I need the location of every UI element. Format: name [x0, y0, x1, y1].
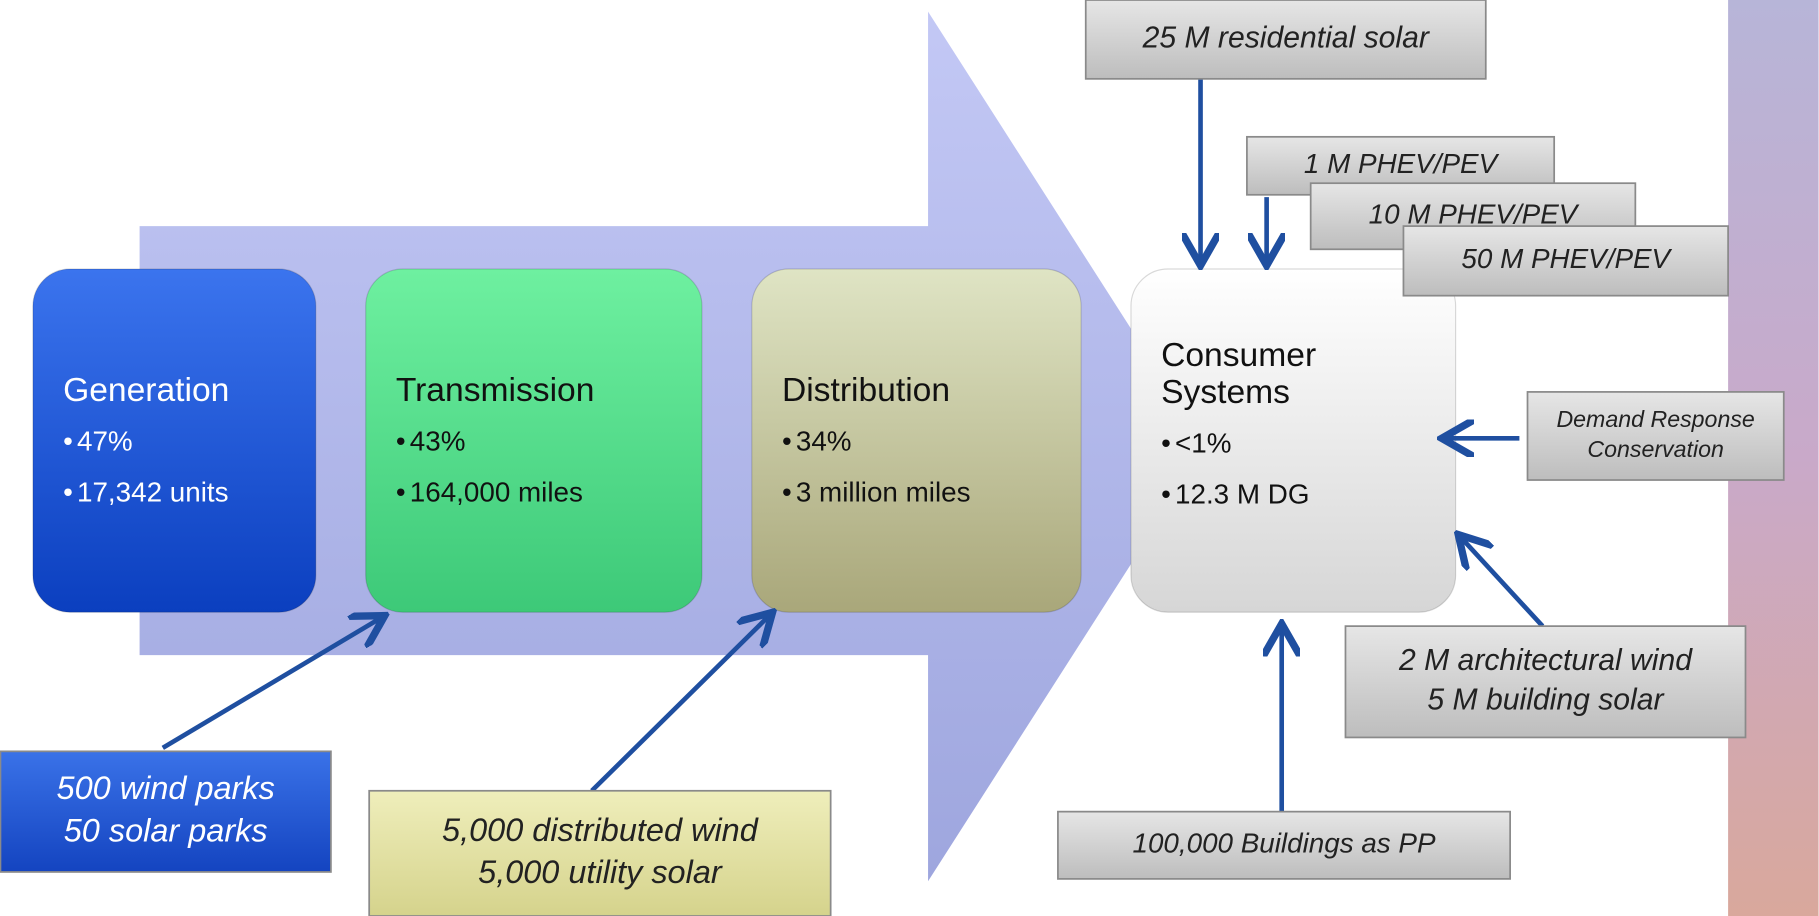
bullet-dot: •	[1161, 479, 1171, 510]
connector-arrow	[1461, 538, 1542, 626]
stage-bullet: 43%	[410, 425, 466, 456]
stage-title: Generation	[63, 372, 229, 409]
callout-text: 5 M building solar	[1427, 683, 1665, 716]
stage-bullet: <1%	[1175, 428, 1231, 459]
bullet-dot: •	[1161, 428, 1171, 459]
stage-bullet: 47%	[77, 425, 133, 456]
stage-title: Distribution	[782, 372, 950, 409]
callout-text: 25 M residential solar	[1142, 21, 1431, 54]
callout-text: 5,000 utility solar	[478, 854, 723, 890]
bullet-dot: •	[782, 476, 792, 507]
stage-box	[33, 269, 316, 612]
page: Generation•47%•17,342 unitsTransmission•…	[0, 0, 1819, 916]
callout-text: 2 M architectural wind	[1398, 644, 1693, 677]
stage-bullet: 34%	[796, 425, 852, 456]
callout-text: 5,000 distributed wind	[442, 812, 759, 848]
stage-bullet: 3 million miles	[796, 476, 971, 507]
callout-text: 50 M PHEV/PEV	[1461, 243, 1672, 274]
bullet-dot: •	[63, 476, 73, 507]
stage-bullet: 12.3 M DG	[1175, 479, 1309, 510]
callout-text: Demand Response	[1556, 406, 1754, 432]
stage-bullet: 17,342 units	[77, 476, 229, 507]
stage-title: Systems	[1161, 374, 1290, 411]
bullet-dot: •	[396, 476, 406, 507]
callout-text: 100,000 Buildings as PP	[1132, 828, 1436, 859]
callout-text: 10 M PHEV/PEV	[1369, 199, 1580, 230]
bullet-dot: •	[63, 425, 73, 456]
callout-text: Conservation	[1587, 436, 1724, 462]
callout-text: 50 solar parks	[64, 812, 268, 848]
callout-text: 1 M PHEV/PEV	[1304, 148, 1500, 179]
stage-bullet: 164,000 miles	[410, 476, 583, 507]
diagram: Generation•47%•17,342 unitsTransmission•…	[0, 0, 1819, 916]
bullet-dot: •	[782, 425, 792, 456]
bullet-dot: •	[396, 425, 406, 456]
stage-title: Consumer	[1161, 337, 1316, 374]
callout-box	[1345, 626, 1745, 737]
callout-text: 500 wind parks	[57, 770, 275, 806]
stage-title: Transmission	[396, 372, 595, 409]
